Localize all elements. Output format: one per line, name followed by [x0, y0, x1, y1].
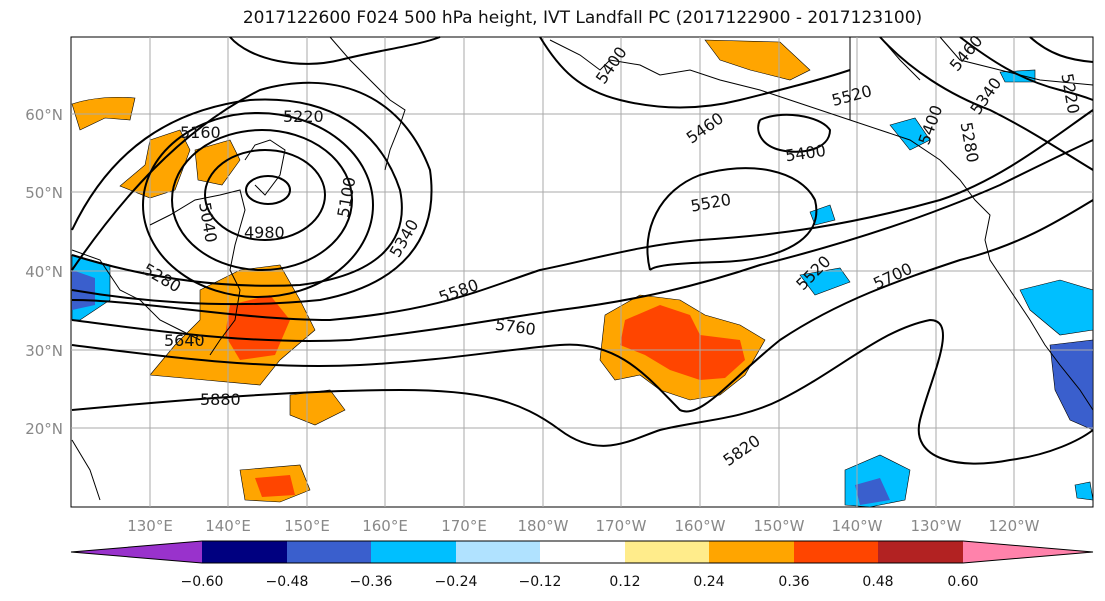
- colorbar-segment: [371, 541, 456, 563]
- lat-tick-label: 60°N: [25, 106, 63, 124]
- contour-label: 5880: [200, 390, 241, 409]
- lon-tick-label: 180°W: [518, 517, 569, 535]
- colorbar-tick-label: 0.24: [693, 574, 724, 590]
- colorbar-tick-label: 0.60: [947, 574, 978, 590]
- lon-tick-label: 130°W: [911, 517, 962, 535]
- colorbar-tick-label: −0.60: [181, 574, 224, 590]
- lat-tick-label: 40°N: [25, 263, 63, 281]
- lon-tick-label: 140°E: [205, 517, 251, 535]
- colorbar-segment: [202, 541, 287, 563]
- colorbar-tick-labels: −0.60 −0.48 −0.36 −0.24 −0.12 0.12 0.24 …: [181, 574, 979, 590]
- colorbar-outline: [70, 540, 1094, 564]
- map-title: 2017122600 F024 500 hPa height, IVT Land…: [242, 8, 923, 28]
- height-contours: [71, 36, 1094, 465]
- colorbar-tick-label: −0.12: [519, 574, 562, 590]
- colorbar-segment: [794, 541, 878, 563]
- lon-tick-label: 150°W: [754, 517, 805, 535]
- colorbar-segment: [709, 541, 794, 563]
- lon-tick-label: 120°W: [989, 517, 1040, 535]
- colorbar-tick-label: 0.48: [862, 574, 893, 590]
- lat-tick-labels: 60°N 50°N 40°N 30°N 20°N: [25, 106, 63, 438]
- lon-tick-label: 160°E: [362, 517, 408, 535]
- colorbar-segment: [963, 541, 1093, 563]
- colorbar-tick-label: 0.12: [609, 574, 640, 590]
- lat-tick-label: 20°N: [25, 420, 63, 438]
- contour-label: 5220: [283, 107, 324, 126]
- graticule: [71, 37, 1093, 507]
- colorbar-tick-label: 0.36: [778, 574, 809, 590]
- lon-tick-label: 150°E: [284, 517, 330, 535]
- colorbar-segment: [456, 541, 540, 563]
- lon-tick-label: 160°W: [675, 517, 726, 535]
- lon-tick-label: 140°W: [832, 517, 883, 535]
- colorbar-tick-label: −0.48: [266, 574, 309, 590]
- contour-label: 4980: [244, 223, 285, 242]
- lat-tick-label: 50°N: [25, 184, 63, 202]
- lon-tick-labels: 130°E 140°E 150°E 160°E 170°E 180°W 170°…: [127, 517, 1039, 535]
- colorbar-segment: [540, 541, 625, 563]
- colorbar-tick-label: −0.24: [435, 574, 478, 590]
- lon-tick-label: 170°W: [596, 517, 647, 535]
- lat-tick-label: 30°N: [25, 342, 63, 360]
- lon-tick-label: 130°E: [127, 517, 173, 535]
- colorbar-segment: [71, 541, 202, 563]
- colorbar-segment: [625, 541, 709, 563]
- contour-label: 5160: [180, 123, 221, 142]
- contour-label: 5640: [164, 331, 205, 350]
- colorbar-segment: [287, 541, 371, 563]
- colorbar-segment: [878, 541, 963, 563]
- colorbar-tick-label: −0.36: [350, 574, 393, 590]
- colorbar-segments: [70, 540, 1094, 564]
- colorbar: −0.60 −0.48 −0.36 −0.24 −0.12 0.12 0.24 …: [70, 540, 1094, 590]
- lon-tick-label: 170°E: [441, 517, 487, 535]
